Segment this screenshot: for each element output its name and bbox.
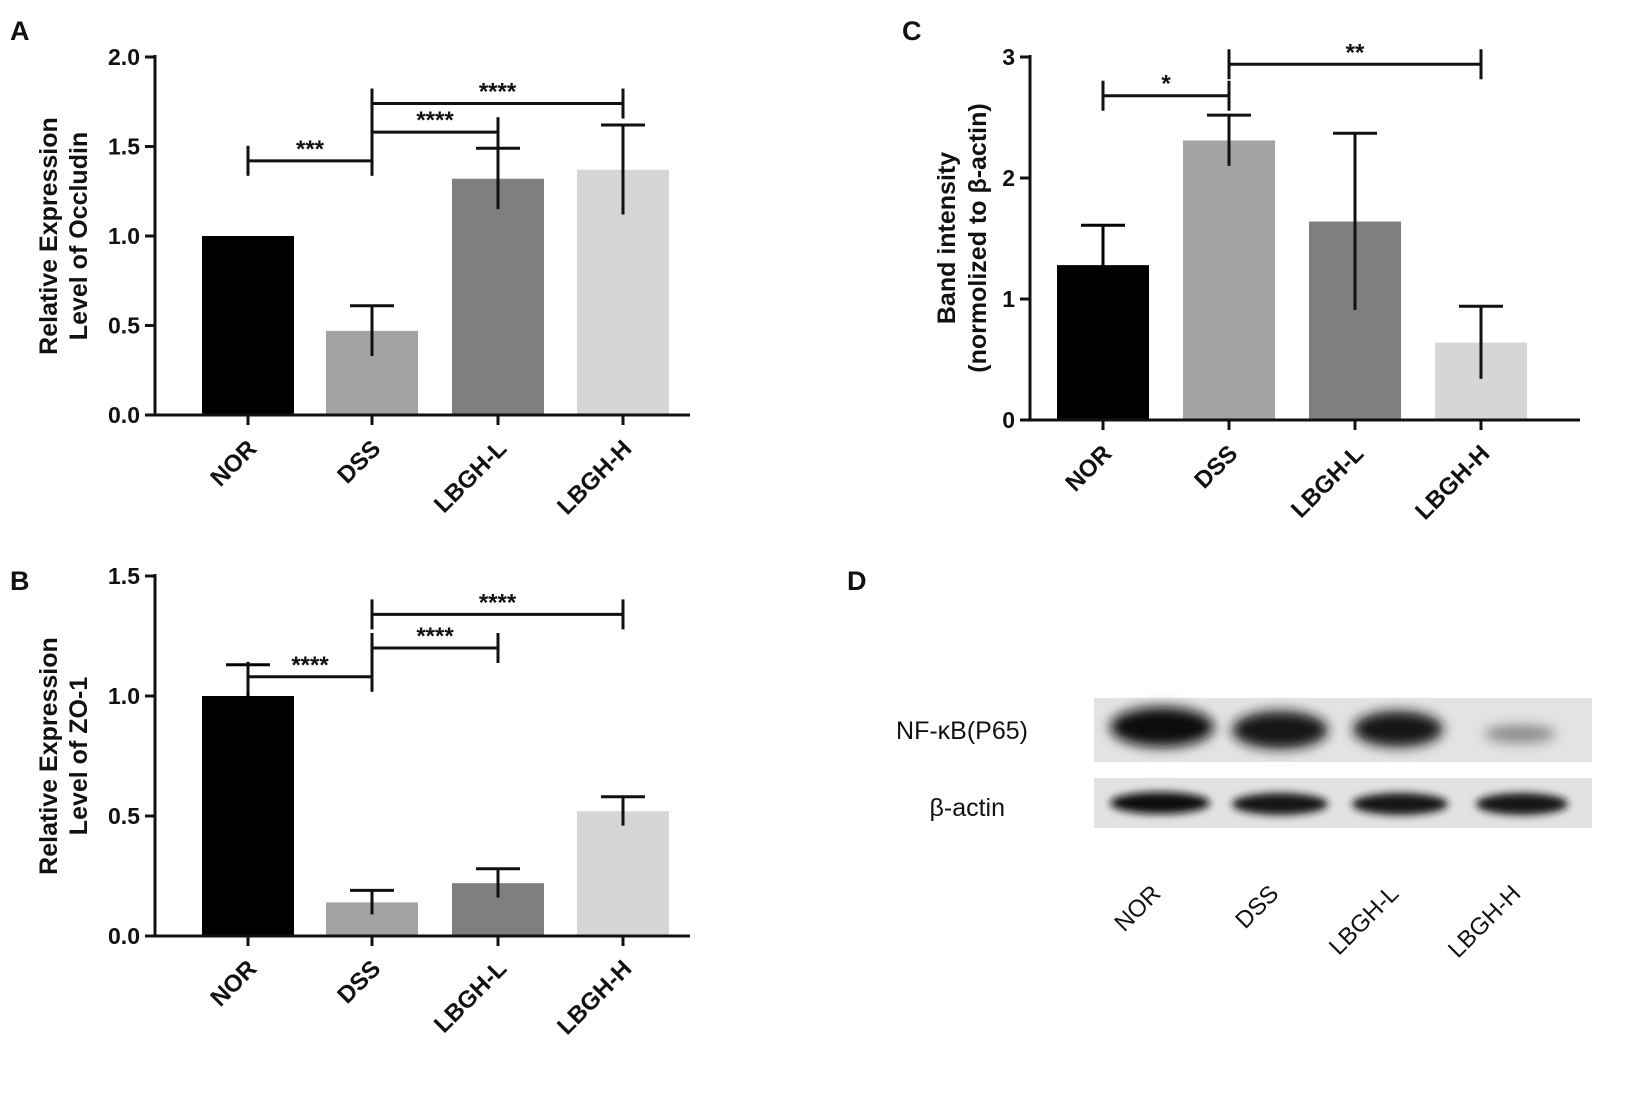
western-blot: NF-κB(P65) β-actin NOR DSS LBGH-L LBGH-H bbox=[896, 698, 1592, 963]
y-axis-title: Band intensity bbox=[933, 152, 961, 324]
blot-lane-label: LBGH-H bbox=[1443, 880, 1526, 963]
panel-letter-a: A bbox=[10, 16, 30, 46]
x-tick-label: LBGH-L bbox=[1286, 440, 1369, 523]
x-tick-label: LBGH-L bbox=[429, 435, 512, 518]
bar-lbgh-h bbox=[577, 811, 669, 936]
bar-nor bbox=[202, 236, 294, 415]
significance-label: **** bbox=[416, 623, 454, 650]
panel-letter-c: C bbox=[902, 16, 922, 46]
panel-letter-b: B bbox=[10, 566, 30, 596]
y-tick-label: 2.0 bbox=[108, 44, 140, 70]
blot-band-actin-dss bbox=[1232, 793, 1328, 815]
blot-lane-label: DSS bbox=[1230, 880, 1284, 934]
x-tick-label: LBGH-H bbox=[1410, 440, 1495, 525]
y-tick-label: 0.0 bbox=[108, 923, 140, 949]
y-axis-title: Relative Expression bbox=[35, 637, 63, 875]
y-tick-label: 1.5 bbox=[108, 563, 140, 589]
x-tick-label: DSS bbox=[332, 435, 386, 489]
x-tick-label: NOR bbox=[205, 435, 262, 492]
blot-lane-label: NOR bbox=[1109, 880, 1166, 937]
zo1-bar-chart: 0.0 0.5 1.0 1.5 NOR DSS LBGH-L LBGH-H Relative E… bbox=[35, 563, 690, 1040]
y-axis-title: Level of Occludin bbox=[65, 132, 93, 340]
bar-dss bbox=[1183, 140, 1275, 421]
y-tick-label: 1.5 bbox=[108, 134, 140, 160]
bar-nor bbox=[202, 696, 294, 936]
significance-label: **** bbox=[416, 107, 454, 134]
bar-lbgh-l bbox=[452, 178, 544, 415]
y-tick-label: 3 bbox=[1002, 44, 1015, 70]
blot-band-nfkb-nor bbox=[1110, 707, 1214, 747]
blot-lane-label: LBGH-L bbox=[1324, 880, 1404, 960]
x-tick-label: LBGH-H bbox=[552, 955, 637, 1040]
y-tick-label: 2 bbox=[1002, 165, 1015, 191]
y-tick-label: 0.5 bbox=[108, 803, 140, 829]
significance-label: **** bbox=[479, 589, 517, 616]
y-tick-label: 1.0 bbox=[108, 683, 140, 709]
x-tick-label: LBGH-L bbox=[429, 955, 512, 1038]
blot-band-nfkb-lbgh-h bbox=[1484, 725, 1556, 743]
blot-band-nfkb-lbgh-l bbox=[1353, 711, 1443, 747]
blot-band-actin-lbgh-h bbox=[1476, 793, 1568, 815]
x-tick-label: NOR bbox=[1060, 440, 1117, 497]
occludin-bar-chart: 0.0 0.5 1.0 1.5 2.0 NOR DSS LBGH-L LBGH-H Relativ… bbox=[35, 44, 690, 520]
blot-row-label-nfkb: NF-κB(P65) bbox=[896, 717, 1028, 745]
panel-letter-d: D bbox=[847, 566, 867, 596]
band-intensity-bar-chart: 0 1 2 3 NOR DSS LBGH-L LBGH-H Band intensity (nor… bbox=[933, 39, 1580, 525]
significance-label: **** bbox=[291, 652, 329, 679]
x-tick-label: LBGH-H bbox=[552, 435, 637, 520]
x-tick-label: NOR bbox=[205, 955, 262, 1012]
x-tick-label: DSS bbox=[332, 955, 386, 1009]
blot-row-label-actin: β-actin bbox=[929, 794, 1005, 822]
y-tick-label: 0.5 bbox=[108, 313, 140, 339]
significance-label: * bbox=[1161, 71, 1171, 98]
blot-band-actin-lbgh-l bbox=[1352, 793, 1448, 815]
y-tick-label: 1 bbox=[1002, 286, 1015, 312]
y-tick-label: 0 bbox=[1002, 407, 1015, 433]
significance-label: **** bbox=[479, 79, 517, 106]
y-tick-label: 0.0 bbox=[108, 402, 140, 428]
y-axis-title: Relative Expression bbox=[35, 117, 63, 355]
y-axis-title: (normolized to β-actin) bbox=[964, 103, 992, 372]
significance-label: ** bbox=[1346, 39, 1365, 66]
blot-band-actin-nor bbox=[1110, 792, 1210, 814]
blot-band-nfkb-dss bbox=[1232, 711, 1328, 749]
x-tick-label: DSS bbox=[1189, 440, 1243, 494]
y-axis-title: Level of ZO-1 bbox=[65, 677, 93, 835]
significance-label: *** bbox=[296, 136, 325, 163]
y-tick-label: 1.0 bbox=[108, 223, 140, 249]
